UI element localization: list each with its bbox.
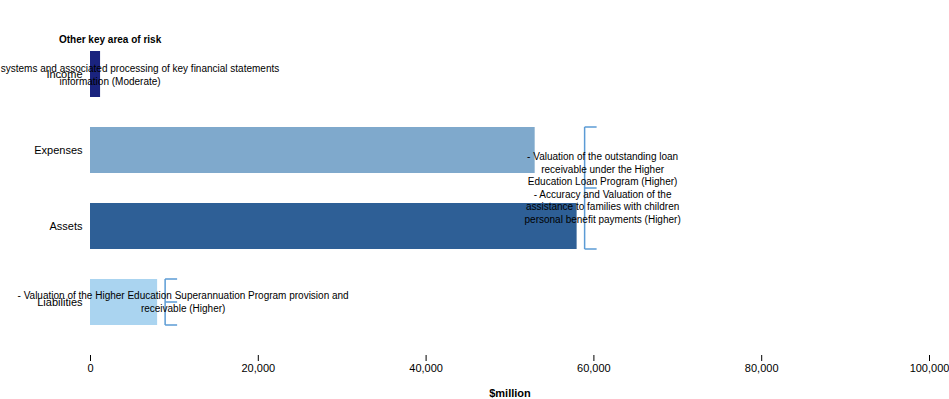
svg-text:- Valuation of the Higher Educ: - Valuation of the Higher Education Supe… [18,290,349,314]
svg-text:40,000: 40,000 [409,362,443,374]
svg-text:0: 0 [87,362,93,374]
svg-text:20,000: 20,000 [241,362,275,374]
svg-text:- Valuation of the outstanding: - Valuation of the outstanding loanrecei… [525,151,681,225]
svg-text:80,000: 80,000 [745,362,779,374]
svg-text:Other key area of risk: Other key area of risk [59,34,162,45]
svg-text:- IT business systems and asso: - IT business systems and associated pro… [0,63,279,87]
svg-text:Expenses: Expenses [34,144,83,156]
svg-text:100,000: 100,000 [910,362,949,374]
svg-text:Assets: Assets [49,220,83,232]
svg-text:Liabilities: Liabilities [37,296,83,308]
svg-text:60,000: 60,000 [577,362,611,374]
svg-text:$million: $million [489,387,531,399]
